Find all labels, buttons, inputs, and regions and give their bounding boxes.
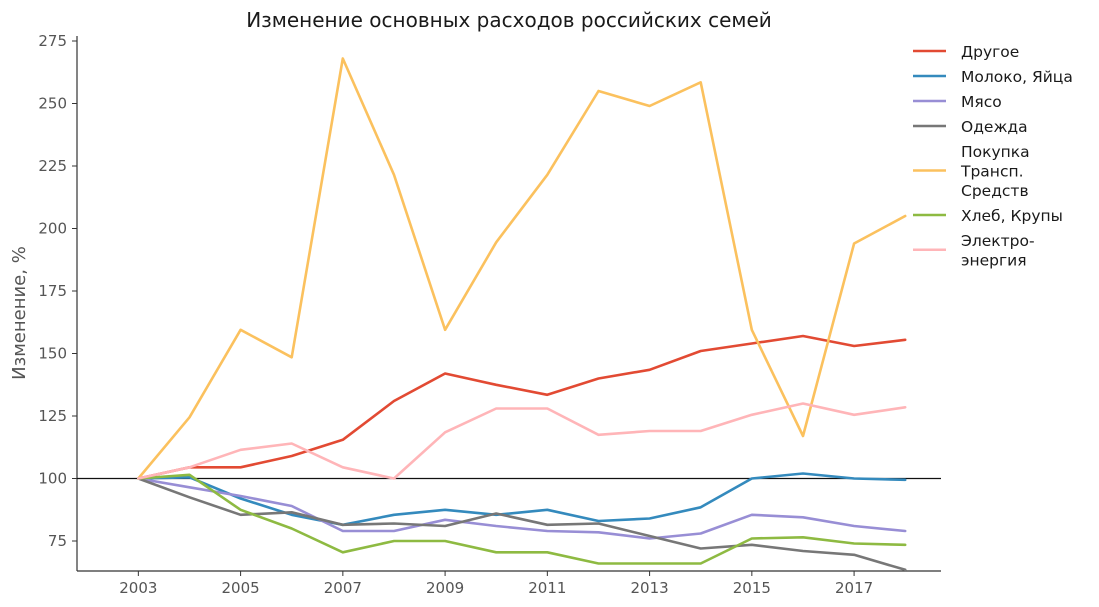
axes: 75 100 125 150 175 200 225 250 275 2003 2005 2007 20… [38,32,941,597]
series-line [137,57,907,480]
y-tick-label: 175 [38,282,67,300]
series-lines [137,57,907,572]
x-tick-label: 2013 [630,579,668,597]
legend-label: Другое [961,43,1019,61]
series-line [137,402,907,480]
series-line [137,477,907,540]
x-tick-label: 2007 [324,579,362,597]
legend-label: Электро-энергия [961,232,1035,270]
legend-label: Одежда [961,118,1028,136]
y-tick-label: 75 [48,532,67,550]
x-tick-label: 2009 [426,579,464,597]
y-axis-label: Изменение, % [9,246,30,380]
series-line [137,477,907,572]
y-tick-label: 100 [38,470,67,488]
legend-label: Мясо [961,93,1002,111]
y-tick-label: 125 [38,407,67,425]
chart-title: Изменение основных расходов российских с… [246,8,772,32]
legend: Другое Молоко, Яйца Мясо Одежда Покупка Транс… [913,43,1073,270]
y-tick-label: 275 [38,32,67,50]
y-tick-label: 150 [38,345,67,363]
y-tick-label: 225 [38,157,67,175]
x-tick-label: 2015 [733,579,771,597]
series-line [137,472,907,527]
series-line [137,473,907,565]
y-tick-label: 250 [38,95,67,113]
x-tick-label: 2003 [119,579,157,597]
x-tick-label: 2005 [222,579,260,597]
series-line [137,334,907,480]
x-tick-label: 2011 [528,579,566,597]
legend-label: Хлеб, Крупы [961,207,1063,225]
y-tick-label: 200 [38,220,67,238]
legend-label: Молоко, Яйца [961,68,1073,86]
legend-label: Покупка Трансп. Средств [960,143,1030,200]
x-tick-label: 2017 [835,579,873,597]
